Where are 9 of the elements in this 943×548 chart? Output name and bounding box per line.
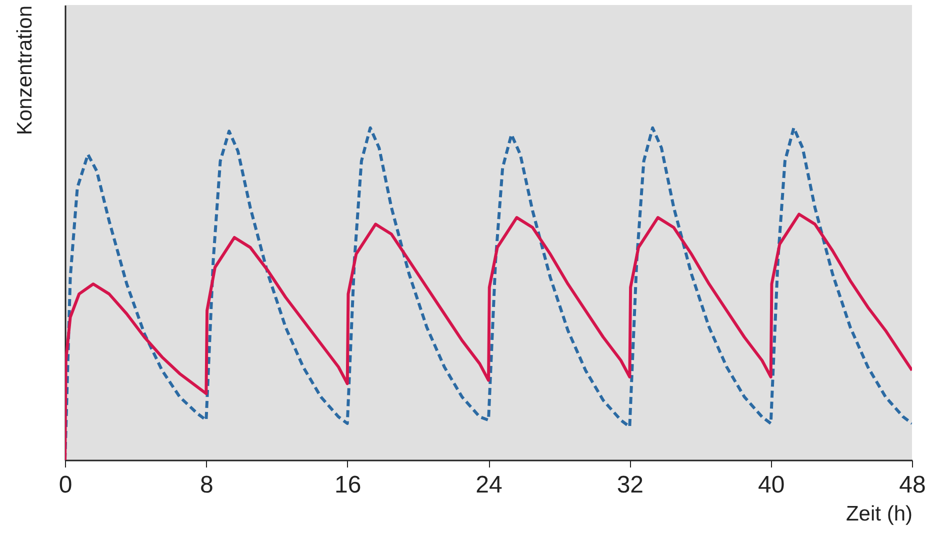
x-tick-label: 8 bbox=[200, 472, 214, 498]
x-tick-label: 16 bbox=[334, 472, 362, 498]
y-axis-title: Konzentration bbox=[14, 6, 36, 136]
x-tick-label: 40 bbox=[758, 472, 785, 498]
x-tick-label: 32 bbox=[616, 472, 644, 498]
x-tick-label: 48 bbox=[899, 472, 926, 498]
x-axis-title: Zeit (h) bbox=[846, 502, 912, 526]
x-tick-label: 24 bbox=[476, 472, 502, 498]
x-tick-label: 0 bbox=[58, 472, 72, 498]
